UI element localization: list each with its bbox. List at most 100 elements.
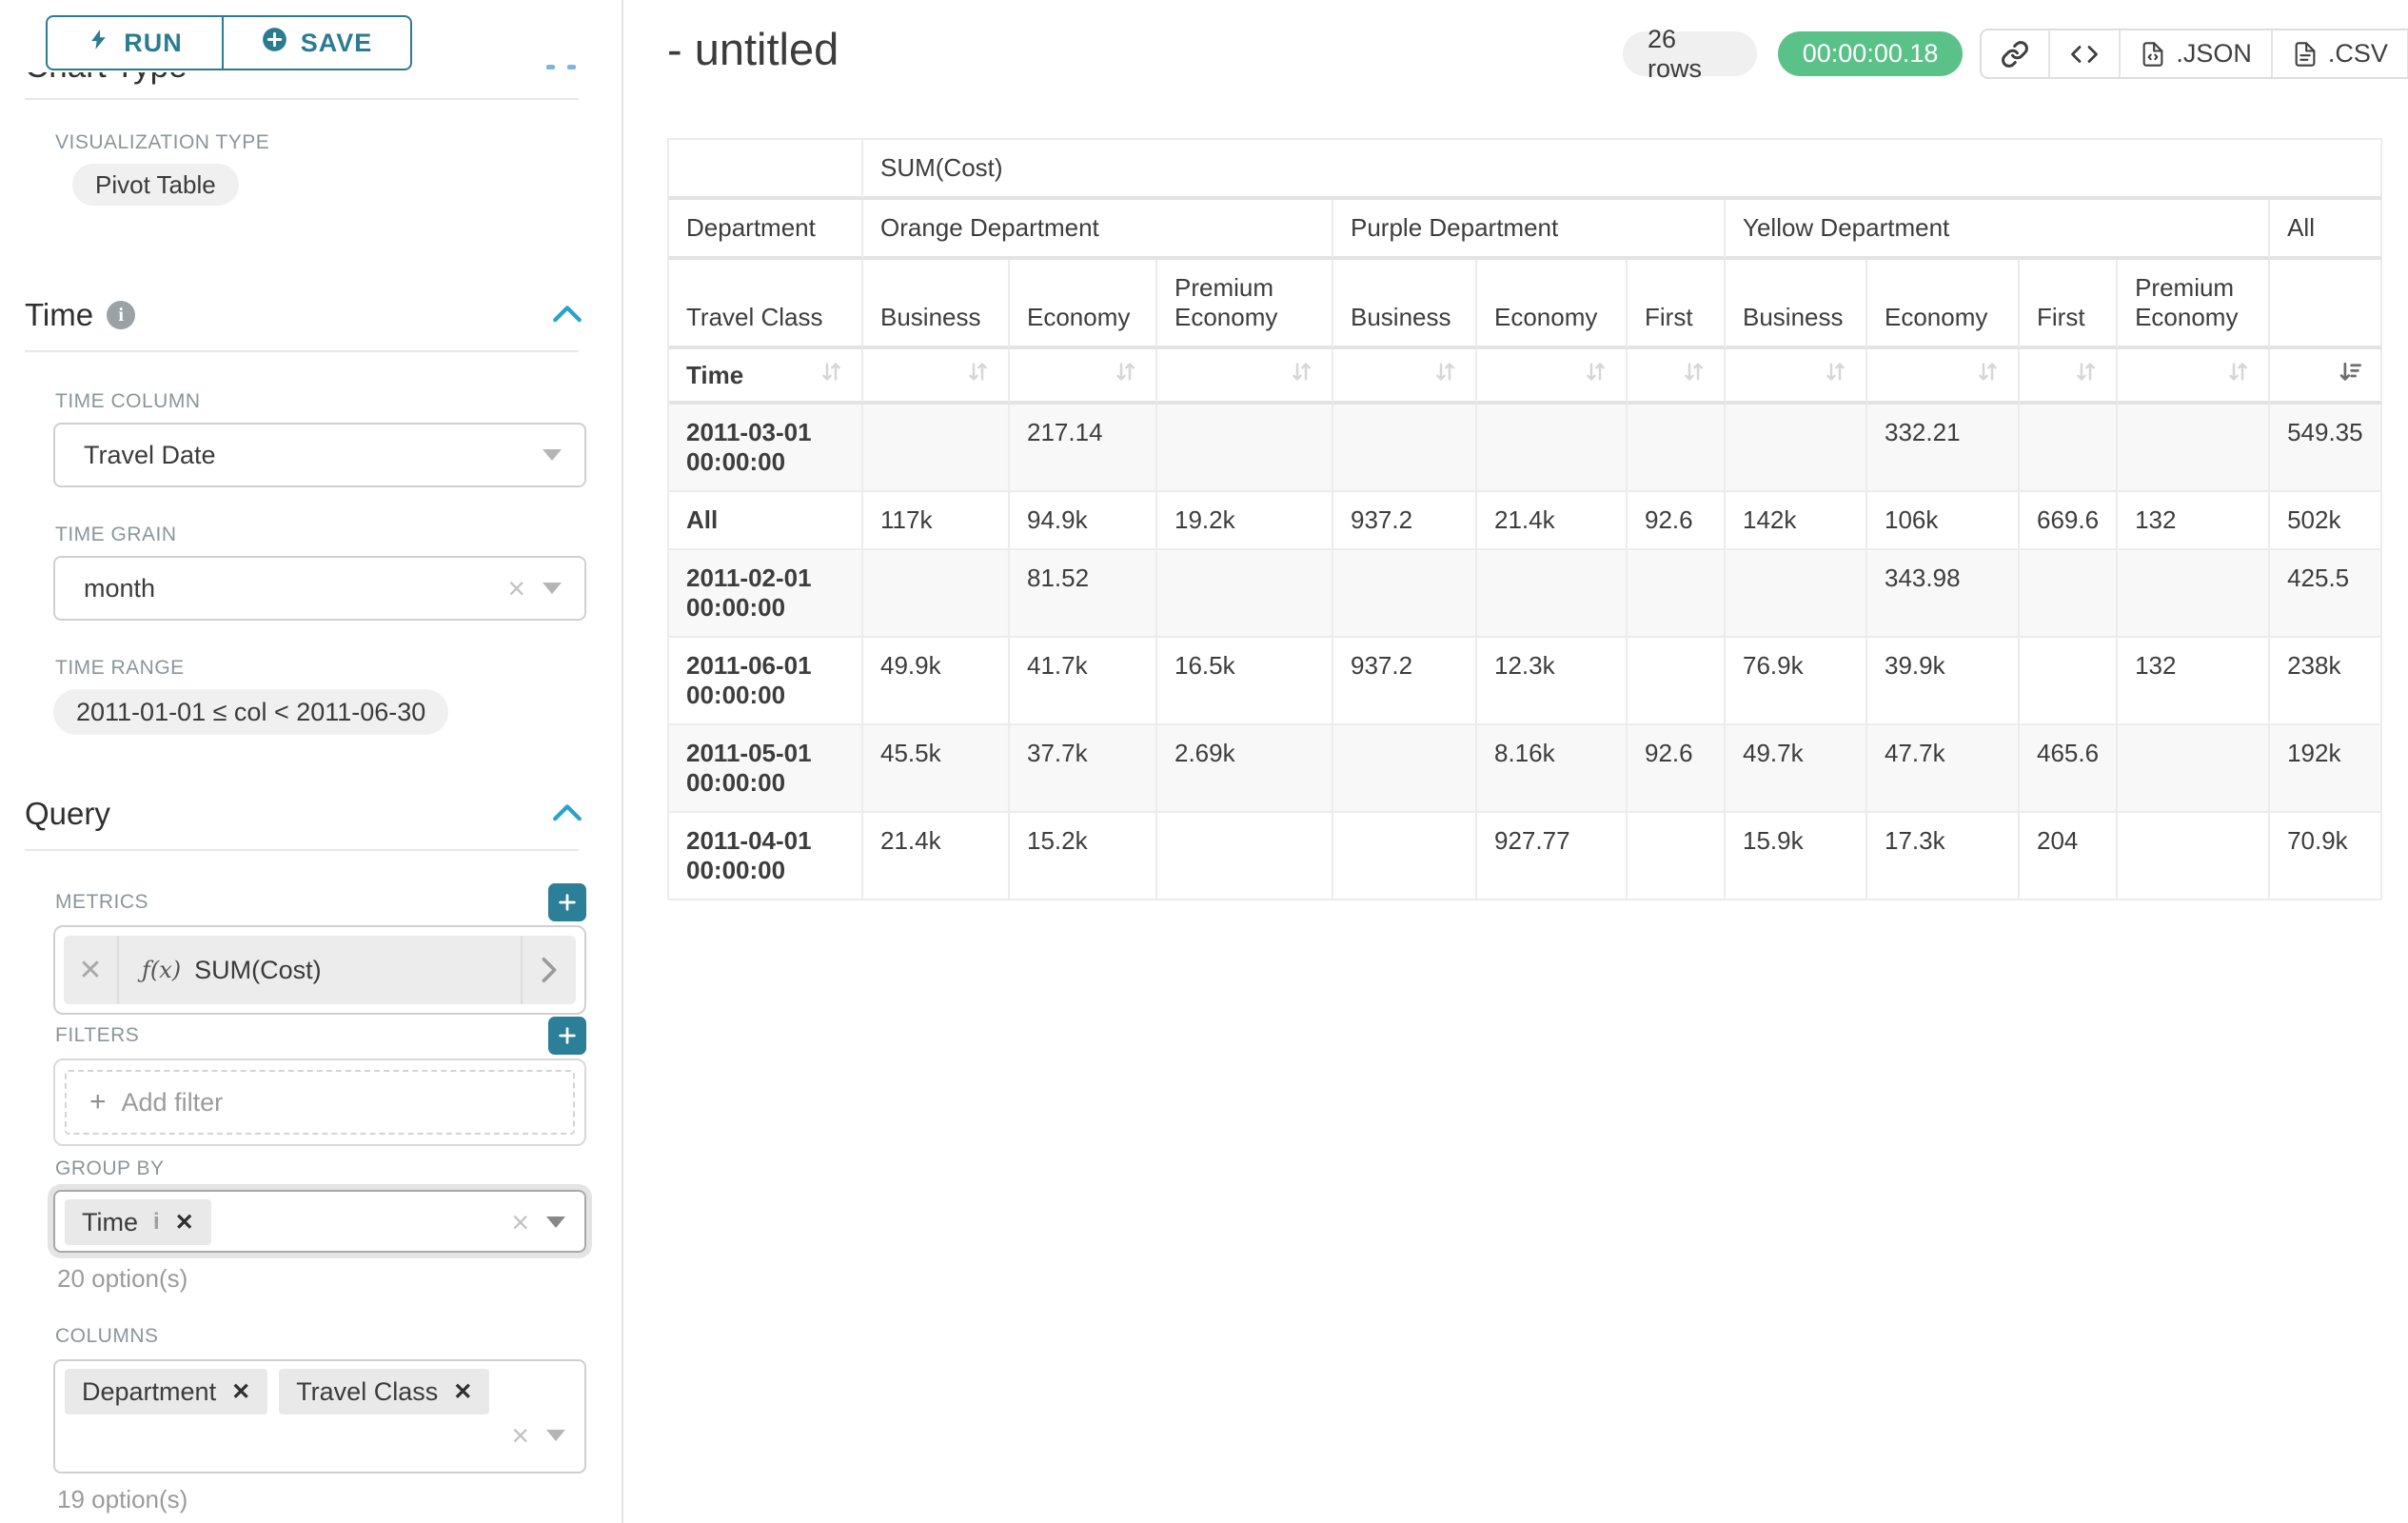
pivot-value-cell [1726, 405, 1867, 492]
pivot-sort-cell [2118, 349, 2271, 405]
pivot-value-cell: 47.7k [1867, 725, 2020, 813]
pivot-sort-cell [1010, 349, 1157, 405]
plus-icon [559, 1027, 576, 1044]
metrics-label: METRICS [55, 891, 148, 913]
pivot-value-cell: 92.6 [1628, 725, 1726, 813]
run-save-button-group: RUN SAVE [46, 15, 412, 70]
file-csv-icon [2295, 41, 2316, 67]
pivot-value-cell [863, 550, 1010, 638]
pivot-value-cell: 132 [2118, 492, 2271, 550]
remove-tag-icon[interactable]: ✕ [174, 1209, 194, 1236]
copy-link-button[interactable] [1982, 30, 2051, 77]
metric-pill[interactable]: ✕ ƒ(x) SUM(Cost) [64, 936, 576, 1004]
control-panel: Chart Type RUN SAVE VISUALIZATION TYPE P… [0, 0, 623, 1523]
file-json-icon [2143, 41, 2163, 67]
filters-label: FILTERS [55, 1024, 140, 1046]
columns-tag-department[interactable]: Department ✕ [65, 1369, 268, 1414]
pivot-data-row: 2011-04-01 00:00:00 21.4k 15.2k 927.77 15.9k… [669, 813, 2382, 900]
pivot-value-cell: 204 [2020, 813, 2119, 900]
pivot-sort-cell [1333, 349, 1477, 405]
sort-icon[interactable] [2225, 359, 2251, 391]
pivot-value-cell: 343.98 [1867, 550, 2020, 638]
metric-name: SUM(Cost) [194, 955, 322, 984]
clear-x-icon[interactable]: × [511, 1418, 529, 1453]
export-json-button[interactable]: .JSON [2121, 30, 2273, 77]
pivot-row-dimension-header: Department [669, 200, 863, 260]
time-grain-label: TIME GRAIN [55, 524, 177, 545]
pivot-row-label: 2011-06-01 00:00:00 [669, 638, 863, 725]
export-button-group: .JSON .CSV [1980, 29, 2408, 79]
section-divider [25, 98, 579, 100]
pivot-value-cell [2020, 405, 2119, 492]
pivot-row-label: 2011-04-01 00:00:00 [669, 813, 863, 900]
caret-down-icon[interactable] [546, 1430, 565, 1441]
csv-export-label: .CSV [2327, 39, 2388, 68]
clear-x-icon[interactable]: × [507, 571, 525, 605]
sort-icon[interactable] [965, 359, 991, 391]
info-icon[interactable]: i [107, 301, 136, 329]
pivot-value-cell: 37.7k [1010, 725, 1157, 813]
view-query-button[interactable] [2050, 30, 2122, 77]
pivot-value-cell: 41.7k [1010, 638, 1157, 725]
save-button[interactable]: SAVE [223, 15, 412, 70]
pivot-data-row: All 117k 94.9k 19.2k 937.2 21.4k 92.6 142k 106k 6… [669, 492, 2382, 550]
pivot-sort-cell [1477, 349, 1628, 405]
column-info-icon[interactable]: i [153, 1209, 160, 1235]
sort-icon[interactable] [1681, 359, 1707, 391]
sort-icon[interactable] [1823, 359, 1848, 391]
sort-icon[interactable] [1113, 359, 1138, 391]
chevron-up-icon[interactable] [551, 303, 583, 328]
sort-icon[interactable] [1975, 359, 2001, 391]
plus-icon [559, 894, 576, 911]
link-icon [2002, 40, 2029, 68]
remove-tag-icon[interactable]: ✕ [453, 1378, 473, 1405]
clear-x-icon[interactable]: × [511, 1205, 529, 1239]
time-section-header: Time i [25, 297, 583, 333]
query-section-header: Query [25, 796, 583, 832]
pivot-sort-cell [1157, 349, 1333, 405]
pivot-group-header: Orange Department [863, 200, 1333, 260]
plus-circle-icon [262, 27, 287, 59]
sort-icon[interactable] [819, 359, 844, 391]
columns-tag-travel-class[interactable]: Travel Class ✕ [279, 1369, 490, 1414]
pivot-value-cell [1157, 813, 1333, 900]
time-column-select[interactable]: Travel Date [53, 423, 586, 487]
add-metric-button[interactable] [548, 883, 586, 921]
pivot-subcolumn-header: Business [863, 260, 1010, 349]
pivot-value-cell: 76.9k [1726, 638, 1867, 725]
tag-label: Travel Class [296, 1376, 439, 1406]
columns-select[interactable]: Department ✕ Travel Class ✕ × [53, 1359, 586, 1474]
pivot-value-cell [2118, 405, 2271, 492]
run-button[interactable]: RUN [46, 15, 223, 70]
pivot-time-header: Time [669, 349, 863, 405]
sort-desc-active-icon[interactable] [2338, 359, 2363, 391]
remove-tag-icon[interactable]: ✕ [231, 1378, 251, 1405]
sort-icon[interactable] [2073, 359, 2099, 391]
section-divider [25, 849, 579, 851]
pivot-value-cell: 2.69k [1157, 725, 1333, 813]
group-by-tag-time[interactable]: Time i ✕ [65, 1199, 211, 1245]
metric-body[interactable]: ƒ(x) SUM(Cost) [119, 936, 521, 1004]
result-controls: 26 rows 00:00:00.18 .JSON .CSV [1623, 25, 2408, 83]
caret-down-icon[interactable] [546, 1216, 565, 1228]
sort-icon[interactable] [1432, 359, 1458, 391]
remove-metric-icon[interactable]: ✕ [64, 936, 119, 1004]
export-csv-button[interactable]: .CSV [2273, 30, 2408, 77]
add-filter-button[interactable] [548, 1017, 586, 1055]
pivot-metric-header: SUM(Cost) [863, 140, 2382, 200]
time-grain-select[interactable]: month × [53, 556, 586, 621]
expand-metric-icon[interactable] [521, 936, 576, 1004]
page-title: - untitled [667, 24, 839, 74]
sort-icon[interactable] [1583, 359, 1609, 391]
time-range-pill[interactable]: 2011-01-01 ≤ col < 2011-06-30 [53, 689, 449, 735]
sort-icon[interactable] [1289, 359, 1314, 391]
chevron-up-icon[interactable] [551, 801, 583, 827]
viz-type-pill[interactable]: Pivot Table [72, 164, 239, 206]
tag-label: Department [82, 1376, 217, 1406]
pivot-table-container: SUM(Cost) Department Orange Department Purp… [667, 138, 2382, 900]
pivot-value-cell [1628, 550, 1726, 638]
add-filter-dropzone[interactable]: + Add filter [65, 1070, 575, 1135]
pivot-table: SUM(Cost) Department Orange Department Purp… [667, 138, 2382, 900]
pivot-subcolumn-header [2270, 260, 2382, 349]
group-by-select[interactable]: Time i ✕ × [53, 1190, 586, 1253]
